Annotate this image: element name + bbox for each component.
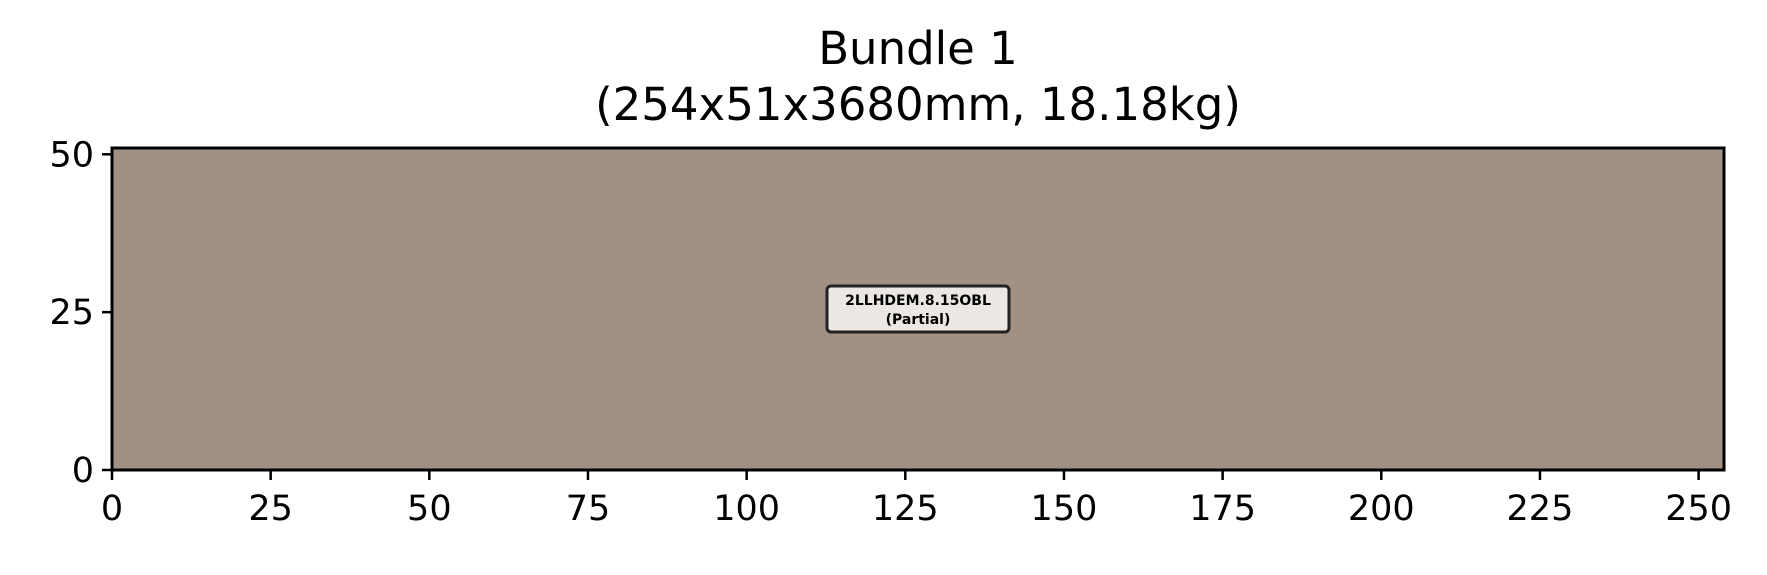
y-axis: 0 25 50	[49, 135, 112, 491]
x-tick-label-5: 125	[872, 489, 939, 529]
x-tick-label-4: 100	[713, 489, 780, 529]
y-tick-label-0: 0	[72, 451, 94, 491]
bundle-sublabel-0: (Partial)	[886, 312, 951, 328]
x-tick-label-7: 175	[1189, 489, 1256, 529]
chart-title: Bundle 1	[818, 22, 1018, 75]
bundle-label-box-0	[825, 284, 1011, 334]
x-tick-label-1: 25	[248, 489, 293, 529]
x-tick-label-9: 225	[1507, 489, 1574, 529]
x-tick-label-10: 250	[1665, 489, 1732, 529]
x-tick-label-6: 150	[1031, 489, 1098, 529]
x-tick-label-3: 75	[566, 489, 611, 529]
plot-area: 2LLHDEM.8.15OBL (Partial)	[110, 146, 1726, 472]
plot-frame	[110, 146, 1726, 472]
x-tick-label-8: 200	[1348, 489, 1415, 529]
bundle-label-0: 2LLHDEM.8.15OBL	[845, 293, 991, 309]
x-axis: 0 25 50 75 100 125 150 175 200 225 250	[101, 470, 1732, 529]
x-tick-label-2: 50	[407, 489, 452, 529]
y-tick-label-2: 50	[49, 135, 94, 175]
y-tick-label-1: 25	[49, 293, 94, 333]
x-tick-label-0: 0	[101, 489, 123, 529]
chart-subtitle: (254x51x3680mm, 18.18kg)	[595, 78, 1241, 131]
